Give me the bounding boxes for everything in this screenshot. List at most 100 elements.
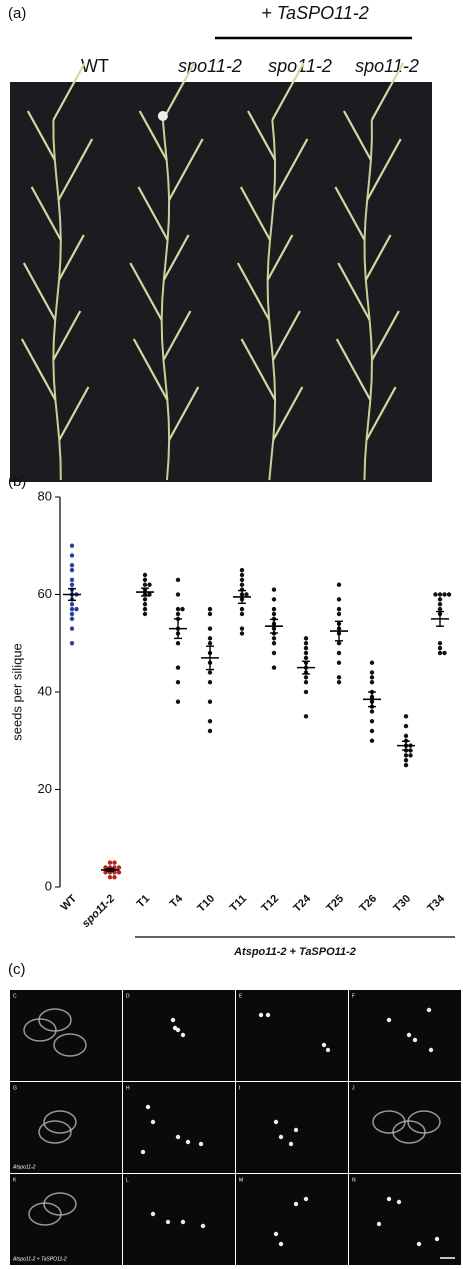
x-tick-label: spo11-2: [80, 893, 117, 930]
data-point: [437, 645, 443, 651]
data-point: [303, 714, 309, 719]
data-point: [303, 680, 309, 685]
micrograph: [236, 990, 348, 1081]
data-point: [437, 602, 443, 607]
bivalent: [273, 1119, 279, 1125]
data-point: [271, 606, 277, 612]
data-point: [239, 572, 245, 578]
data-point: [239, 631, 245, 636]
data-point: [142, 606, 148, 612]
data-point: [437, 592, 443, 597]
data-point: [369, 660, 375, 665]
x-tick-label: T4: [168, 892, 186, 910]
data-point: [303, 645, 309, 651]
data-point: [369, 738, 375, 743]
silique: [337, 262, 371, 321]
data-point: [175, 680, 181, 685]
data-point: [442, 592, 447, 597]
data-point: [175, 592, 181, 597]
data-point: [207, 641, 213, 646]
micrograph: [236, 1082, 348, 1173]
silique: [20, 338, 57, 401]
micrograph: [10, 990, 122, 1081]
chromatin: [28, 1202, 62, 1226]
data-point: [271, 641, 277, 646]
data-point: [271, 597, 277, 602]
silique: [129, 262, 163, 321]
silique: [334, 186, 366, 241]
data-point: [336, 582, 342, 587]
silique: [272, 386, 304, 441]
data-point: [69, 543, 75, 548]
bivalent: [406, 1032, 412, 1038]
bivalent: [150, 1119, 156, 1125]
micrograph: [236, 1174, 348, 1265]
silique: [162, 310, 192, 361]
bivalent: [412, 1037, 418, 1043]
silique: [370, 62, 405, 121]
chromatin: [407, 1110, 441, 1134]
y-tick-label: 60: [38, 586, 52, 601]
dot-plot: 0 20 40 60 80 WT spo11-2 T1 T4 T10 T11 T12 T24 T25 T26…: [38, 488, 452, 930]
data-point: [369, 675, 375, 680]
bivalent: [386, 1196, 392, 1202]
micrograph: [349, 1082, 461, 1173]
micrographs: C D E F G H I J K L M N Atspo11-2 Atspo11-2 + TaSPO11…: [10, 990, 461, 1265]
silique: [366, 138, 402, 201]
silique: [365, 386, 397, 441]
data-point: [437, 597, 443, 602]
data-point: [69, 582, 75, 587]
x-tick-label: T12: [259, 893, 281, 915]
silique: [342, 110, 372, 161]
cell-letter: H: [126, 1085, 130, 1091]
data-point: [239, 611, 245, 617]
silique: [266, 234, 294, 281]
lane-label: WT: [81, 56, 109, 76]
cell-letter: E: [239, 993, 243, 999]
data-point: [175, 699, 181, 704]
data-point: [442, 650, 447, 656]
bivalent: [288, 1141, 294, 1147]
bivalent: [258, 1012, 264, 1018]
construct-label: + TaSPO11-2: [261, 3, 369, 23]
chromatin: [38, 1120, 72, 1144]
silique: [30, 186, 62, 241]
x-tick-label: T10: [195, 893, 217, 915]
data-point: [107, 875, 113, 880]
data-point: [303, 655, 309, 661]
y-tick-label: 40: [38, 683, 52, 698]
data-point: [271, 650, 277, 656]
silique: [240, 338, 277, 401]
silique: [58, 234, 85, 281]
chromatin: [43, 1110, 77, 1134]
x-tick-label: T11: [228, 893, 249, 914]
row-label: Atspo11-2: [12, 1164, 36, 1170]
data-point: [369, 680, 375, 685]
bivalent: [396, 1199, 402, 1205]
bivalent: [293, 1127, 299, 1133]
silique: [335, 338, 372, 401]
data-point: [69, 563, 75, 568]
bivalent: [165, 1219, 171, 1225]
data-point: [239, 582, 245, 587]
data-point: [369, 670, 375, 675]
data-point: [369, 728, 375, 734]
y-tick-label: 20: [38, 781, 52, 796]
data-point: [69, 602, 75, 607]
data-point: [112, 875, 117, 880]
lane-label: spo11-2: [355, 56, 419, 76]
data-point: [69, 606, 75, 612]
data-point: [403, 714, 409, 719]
data-point: [142, 577, 148, 583]
micrograph: [349, 990, 461, 1081]
plant-photo: [10, 82, 432, 482]
stem: [160, 119, 171, 481]
cell-letter: D: [126, 993, 130, 999]
data-point: [239, 626, 245, 631]
data-point: [116, 865, 122, 870]
data-point: [142, 572, 148, 578]
x-tick-label: T34: [425, 892, 448, 915]
data-point: [271, 611, 277, 617]
data-point: [74, 606, 79, 612]
bivalent: [150, 1211, 156, 1217]
